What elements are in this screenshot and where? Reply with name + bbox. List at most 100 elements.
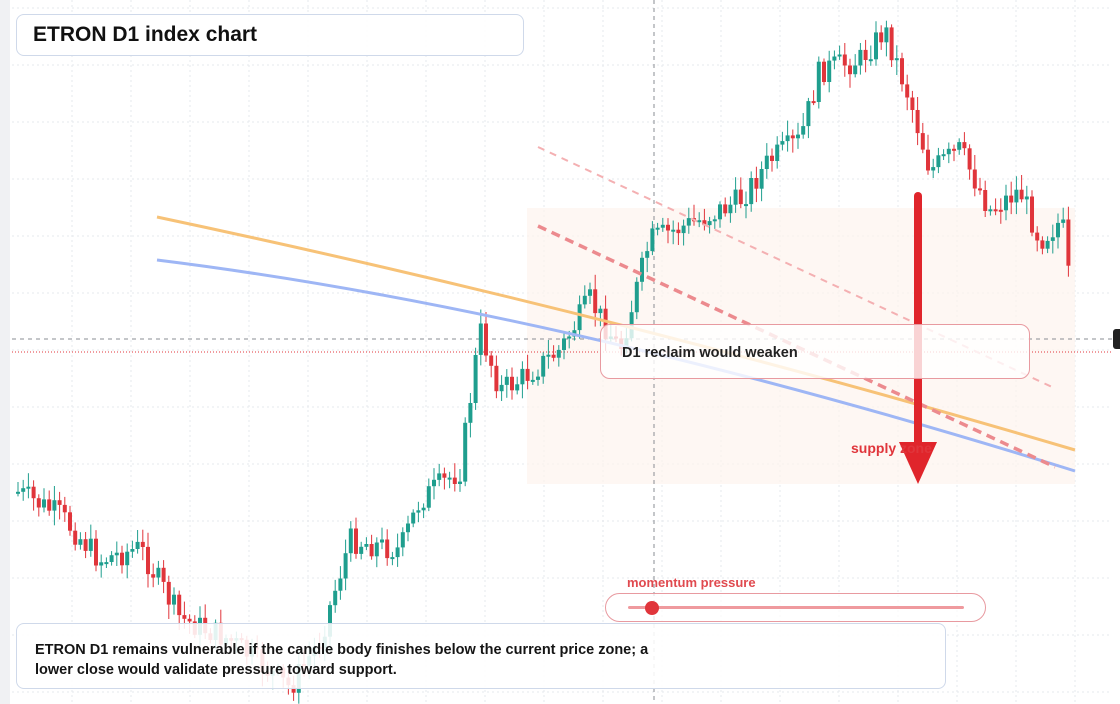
candle-body [567, 336, 572, 339]
candle-body [744, 204, 748, 207]
candle-body [562, 338, 566, 350]
candle-body [432, 479, 436, 487]
candle-body [380, 539, 384, 543]
candle-body [806, 101, 811, 127]
candle-body [1066, 219, 1071, 266]
candle-body [400, 532, 405, 548]
candle-body [83, 539, 88, 551]
candle-body [135, 541, 140, 549]
candle-body [905, 84, 910, 98]
momentum-label: momentum pressure [627, 575, 756, 590]
candle-body [452, 477, 457, 484]
candle-body [998, 209, 1003, 212]
candle-body [140, 541, 145, 547]
candle-body [967, 148, 972, 170]
candle-body [156, 567, 161, 578]
candle-body [421, 507, 426, 511]
note-line-2: lower close would validate pressure towa… [35, 662, 397, 678]
candle-body [484, 323, 488, 356]
candle-body [796, 134, 800, 139]
candle-body [390, 557, 395, 560]
candle-body [120, 552, 124, 566]
candle-body [130, 549, 135, 552]
candle-body [348, 528, 353, 554]
candle-body [515, 384, 520, 391]
candle-body [723, 204, 728, 214]
candle-body [785, 135, 790, 142]
candle-body [1030, 196, 1034, 233]
candle-body [770, 155, 774, 161]
candle-body [88, 538, 93, 551]
candle-body [447, 477, 452, 480]
candle-body [151, 574, 156, 578]
candle-body [546, 354, 551, 357]
candle-body [931, 167, 936, 171]
candle-body [816, 61, 821, 102]
candle-body [941, 154, 946, 157]
candle-body [57, 500, 62, 505]
momentum-slider[interactable] [605, 593, 986, 622]
candle-body [468, 403, 473, 423]
candle-body [1050, 237, 1055, 241]
candle-body [764, 155, 769, 169]
candle-body [983, 190, 988, 211]
candle-body [1024, 196, 1029, 200]
candle-body [478, 323, 483, 355]
candle-body [972, 169, 977, 189]
candle-body [1040, 240, 1045, 249]
candle-body [707, 221, 712, 226]
left-edge-bar [0, 0, 10, 704]
momentum-knob[interactable] [644, 601, 659, 615]
candle-body [62, 504, 67, 513]
candle-body [458, 481, 462, 484]
analysis-note: ETRON D1 remains vulnerable if the candl… [16, 623, 946, 689]
candle-body [338, 578, 343, 591]
candle-body [603, 308, 608, 339]
candle-body [146, 546, 150, 575]
down-arrow [899, 192, 937, 484]
candle-body [473, 355, 478, 403]
candle-body [530, 379, 535, 382]
candle-body [822, 61, 826, 82]
candle-body [73, 530, 78, 545]
candle-body [42, 499, 46, 508]
candle-body [863, 49, 868, 60]
candle-body [681, 225, 686, 234]
candle-body [598, 308, 603, 314]
candle-body [187, 618, 192, 622]
candle-body [99, 562, 104, 566]
candle-body [733, 189, 738, 205]
candle-body [962, 142, 967, 149]
candle-body [582, 295, 587, 305]
candle-body [94, 538, 98, 566]
candle-body [634, 281, 639, 313]
candle-body [671, 229, 676, 232]
candle-body [125, 551, 130, 566]
supply-zone-label: supply zone [851, 440, 932, 456]
candle-body [21, 488, 26, 492]
candle-body [936, 155, 941, 168]
price-axis-tag [1113, 329, 1120, 349]
momentum-track [628, 606, 964, 609]
candle-body [884, 27, 889, 43]
candle-body [848, 65, 852, 75]
candle-body [26, 486, 31, 489]
candle-body [385, 539, 390, 559]
candle-body [993, 209, 998, 212]
candle-body [161, 567, 166, 582]
candle-body [978, 188, 982, 191]
candle-body [728, 204, 733, 214]
candle-body [510, 376, 514, 391]
candle-body [504, 376, 509, 385]
candle-body [593, 289, 598, 314]
candle-body [16, 491, 20, 494]
candle-body [910, 97, 915, 110]
candle-body [359, 546, 364, 554]
candle-body [952, 148, 956, 151]
candle-body [1004, 195, 1008, 211]
chart-title: ETRON D1 index chart [16, 14, 524, 56]
candle-body [702, 220, 707, 226]
candle-body [416, 510, 421, 513]
candle-body [676, 229, 681, 234]
candle-body [442, 473, 447, 478]
